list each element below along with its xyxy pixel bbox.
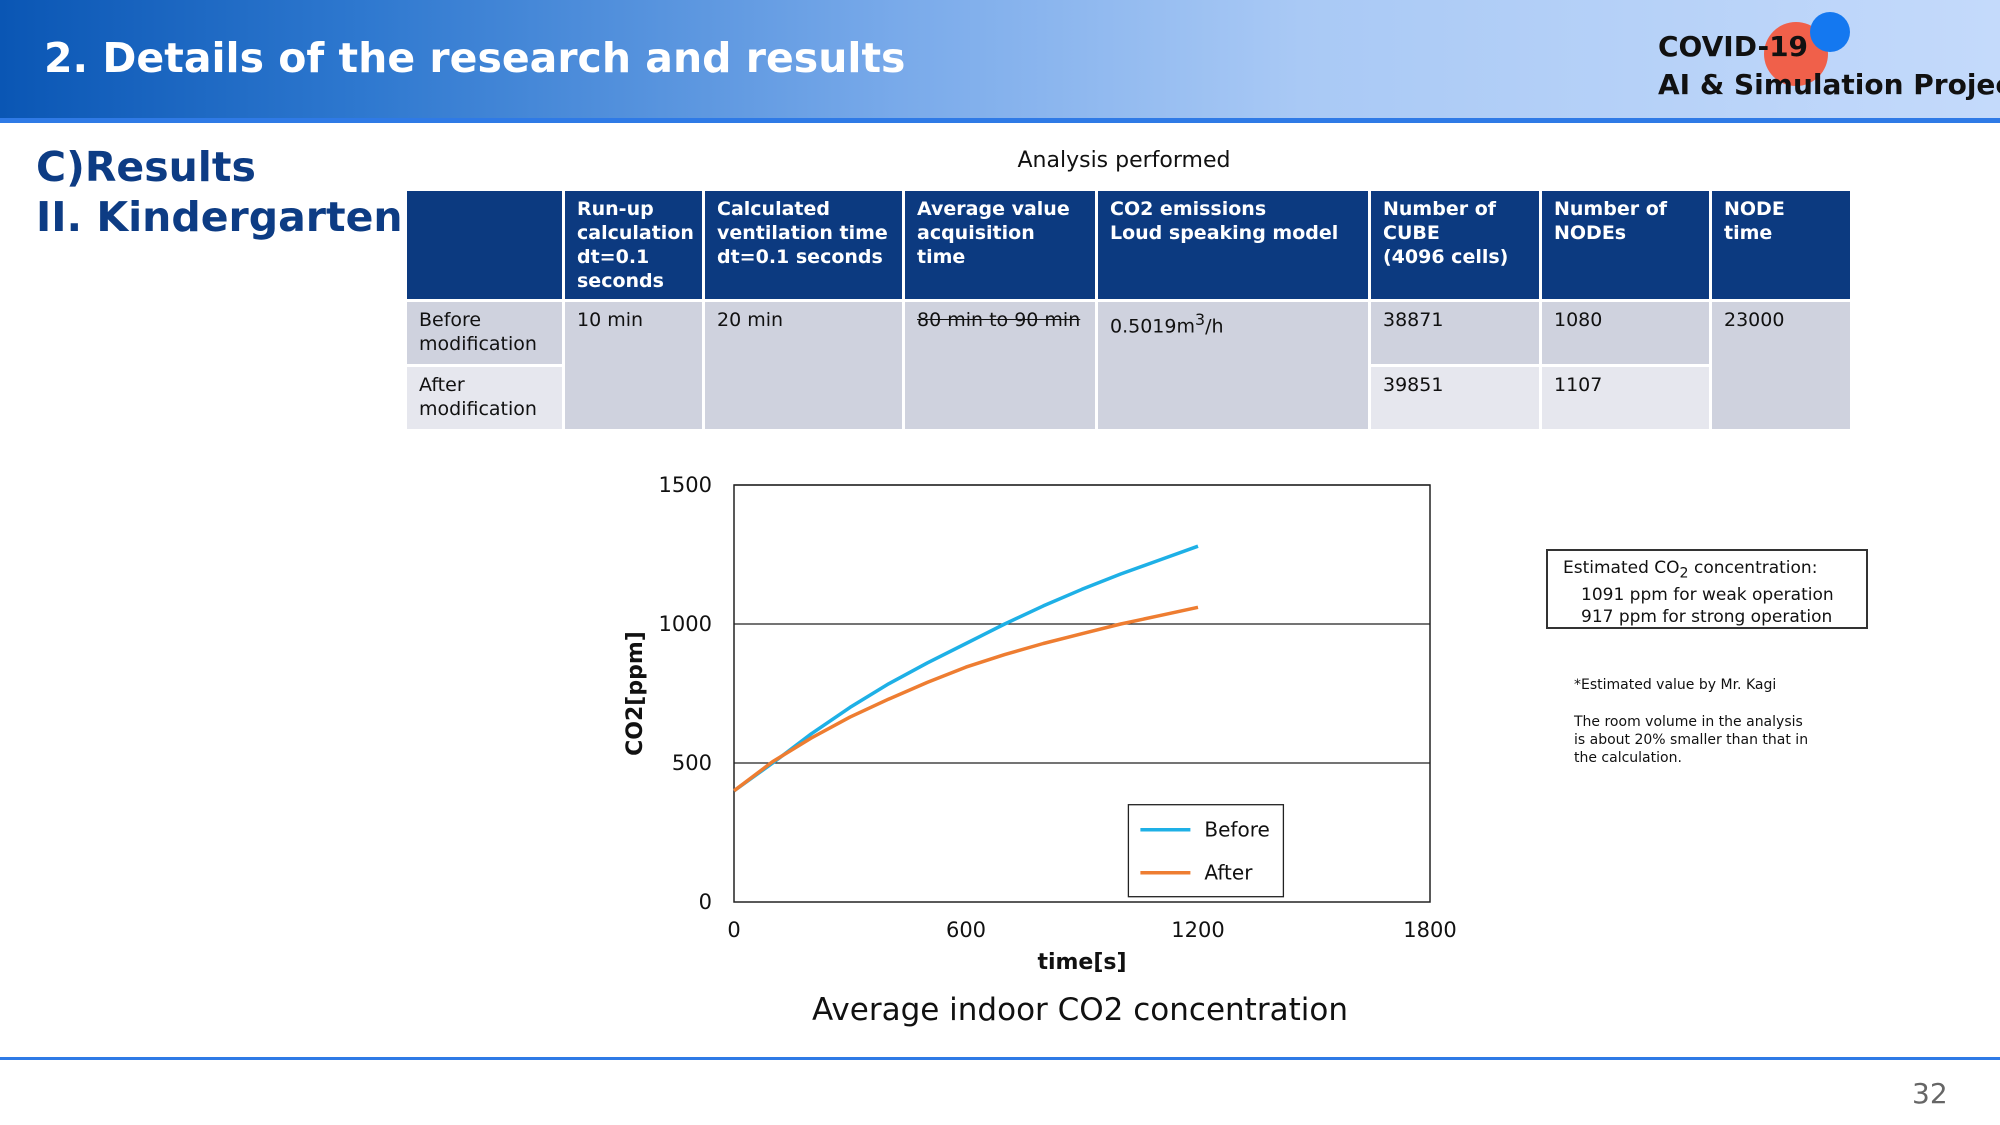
cell-node-time: 23000 bbox=[1709, 299, 1853, 432]
co2-line-chart: 0 500 1000 1500 0 600 1200 1800 time[s] CO2[ppm] B… bbox=[623, 473, 1457, 975]
x-tick-label: 1800 bbox=[1403, 918, 1456, 942]
header-divider bbox=[0, 118, 2000, 123]
row-label-before: Before modification bbox=[404, 299, 565, 367]
estimate-box: Estimated CO2 concentration: 1091 ppm fo… bbox=[1546, 549, 1868, 629]
header-runup: Run-up calculation dt=0.1 seconds bbox=[562, 188, 705, 302]
section-heading: C)Results II. Kindergarten bbox=[36, 142, 403, 242]
section-line1: C)Results bbox=[36, 143, 256, 191]
section-line2: II. Kindergarten bbox=[36, 193, 403, 241]
series-line-before bbox=[732, 544, 1199, 793]
estimate-note: *Estimated value by Mr. Kagi bbox=[1574, 677, 1777, 693]
chart-title: Average indoor CO2 concentration bbox=[812, 992, 1348, 1028]
x-tick-label: 600 bbox=[946, 918, 986, 942]
logo-line1: COVID-19 bbox=[1658, 30, 1809, 63]
y-tick-label: 1000 bbox=[659, 612, 712, 636]
cell-nodes-after: 1107 bbox=[1539, 364, 1712, 432]
y-axis-label: CO2[ppm] bbox=[623, 631, 648, 756]
slide-title: 2. Details of the research and results bbox=[44, 34, 906, 82]
series-line-after bbox=[732, 605, 1199, 793]
cell-co2: 0.5019m3/h bbox=[1095, 299, 1371, 432]
cell-cube-after: 39851 bbox=[1368, 364, 1542, 432]
analysis-table: Run-up calculation dt=0.1 seconds Calculat… bbox=[404, 188, 1853, 432]
room-volume-note: The room volume in the analysis is about… bbox=[1574, 714, 1809, 766]
cell-average: 80 min to 90 min bbox=[902, 299, 1098, 432]
y-tick-label: 500 bbox=[672, 751, 712, 775]
cell-average-text: 80 min to 90 min bbox=[917, 309, 1081, 331]
legend-label: After bbox=[1204, 861, 1253, 885]
cell-nodes-before: 1080 bbox=[1539, 299, 1712, 367]
legend-box bbox=[1127, 804, 1285, 898]
x-axis-label: time[s] bbox=[1037, 950, 1126, 975]
row-label-after: After modification bbox=[404, 364, 565, 432]
header-co2: CO2 emissions Loud speaking model bbox=[1095, 188, 1371, 302]
table-row: After modification 39851 1107 bbox=[404, 364, 1852, 432]
cell-cube-before: 38871 bbox=[1368, 299, 1542, 367]
page-number: 32 bbox=[1912, 1077, 1948, 1110]
estimate-line2: 1091 ppm for weak operation bbox=[1581, 585, 1834, 606]
header-node-time: NODE time bbox=[1709, 188, 1853, 302]
header-cube: Number of CUBE (4096 cells) bbox=[1368, 188, 1542, 302]
legend-label: Before bbox=[1204, 818, 1269, 842]
footer-divider bbox=[0, 1057, 2000, 1060]
plot-frame bbox=[733, 484, 1431, 903]
table-row: Before modification 10 min 20 min 80 min… bbox=[404, 299, 1853, 432]
estimate-line3: 917 ppm for strong operation bbox=[1581, 607, 1833, 628]
estimate-line1: Estimated CO2 concentration: bbox=[1563, 558, 1818, 582]
y-tick-label: 0 bbox=[699, 890, 712, 914]
logo-line2: AI & Simulation Project bbox=[1658, 68, 2000, 101]
table-caption: Analysis performed bbox=[1017, 148, 1231, 173]
table-header-row: Run-up calculation dt=0.1 seconds Calculat… bbox=[404, 188, 1853, 302]
header-nodes: Number of NODEs bbox=[1539, 188, 1712, 302]
header-empty bbox=[404, 188, 565, 302]
project-logo: COVID-19 AI & Simulation Project bbox=[1650, 8, 2000, 113]
cell-runup: 10 min bbox=[562, 299, 705, 432]
cell-ventilation: 20 min bbox=[702, 299, 905, 432]
x-tick-label: 0 bbox=[727, 918, 740, 942]
header-average: Average value acquisition time bbox=[902, 188, 1098, 302]
logo-blue-dot bbox=[1810, 12, 1850, 52]
x-tick-label: 1200 bbox=[1171, 918, 1224, 942]
y-tick-label: 1500 bbox=[659, 473, 712, 497]
slide-header bbox=[0, 0, 2000, 118]
header-ventilation: Calculated ventilation time dt=0.1 second… bbox=[702, 188, 905, 302]
